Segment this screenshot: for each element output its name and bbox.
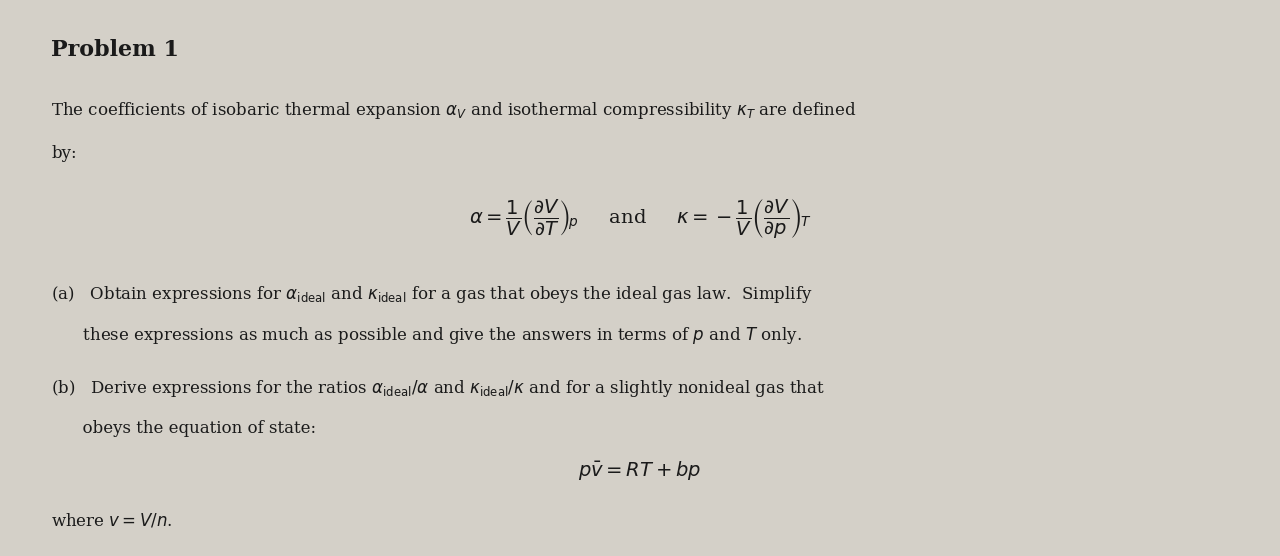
Text: The coefficients of isobaric thermal expansion $\alpha_V$ and isothermal compres: The coefficients of isobaric thermal exp… xyxy=(51,100,856,121)
Text: $p\bar{v} = RT + bp$: $p\bar{v} = RT + bp$ xyxy=(579,459,701,481)
Text: (b)   Derive expressions for the ratios $\alpha_{\mathrm{ideal}}/\alpha$ and $\k: (b) Derive expressions for the ratios $\… xyxy=(51,378,826,399)
Text: Problem 1: Problem 1 xyxy=(51,39,179,61)
Text: these expressions as much as possible and give the answers in terms of $p$ and $: these expressions as much as possible an… xyxy=(51,325,803,346)
Text: obeys the equation of state:: obeys the equation of state: xyxy=(51,420,316,437)
Text: by:: by: xyxy=(51,145,77,162)
Text: where $v = V/n$.: where $v = V/n$. xyxy=(51,512,173,529)
Text: $\alpha = \dfrac{1}{V}\left(\dfrac{\partial V}{\partial T}\right)_{\!p}$     and: $\alpha = \dfrac{1}{V}\left(\dfrac{\part… xyxy=(468,197,812,240)
Text: (a)   Obtain expressions for $\alpha_{\mathrm{ideal}}$ and $\kappa_{\mathrm{idea: (a) Obtain expressions for $\alpha_{\mat… xyxy=(51,284,813,305)
